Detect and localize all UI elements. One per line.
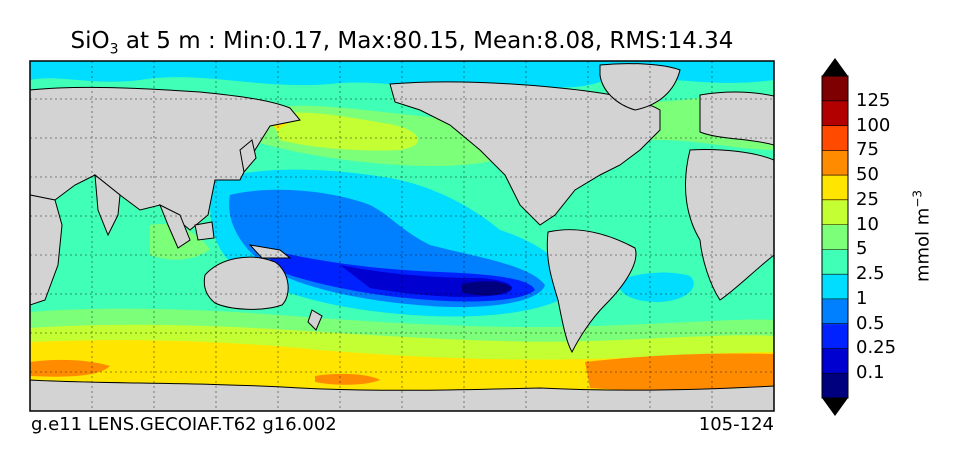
- colorbar-tick-label: 0.5: [856, 312, 885, 334]
- colorbar-segment: [822, 150, 848, 176]
- colorbar-tick-label: 75: [856, 139, 879, 161]
- footer-years: 105-124: [698, 414, 774, 435]
- band-pacific-min-navy: [462, 281, 512, 296]
- colorbar-segment: [822, 224, 848, 250]
- band-southern-orange-mid: [315, 373, 380, 385]
- colorbar-segment: [822, 348, 848, 374]
- band-southern-orange-east: [585, 353, 774, 391]
- land-new-zealand: [307, 309, 323, 331]
- colorbar-tick-label: 50: [856, 164, 879, 186]
- land-africa-west: [684, 149, 774, 301]
- colorbar-segment: [822, 298, 848, 325]
- land-borneo: [194, 221, 215, 241]
- colorbar-segment: [822, 76, 848, 102]
- colorbar-segment: [822, 249, 848, 275]
- colorbar-tick-label: 0.1: [856, 362, 885, 384]
- colorbar-tick-label: 0.25: [856, 337, 897, 359]
- land-north-america: [389, 81, 661, 226]
- land-europe-west: [699, 91, 774, 146]
- colorbar-tick-label: 2.5: [856, 263, 885, 285]
- footer-case-name: g.e11 LENS.GECOIAF.T62 g16.002: [31, 414, 337, 435]
- colorbar-segment: [822, 125, 848, 151]
- colorbar-tick-label: 25: [856, 188, 879, 210]
- colorbar-tick-label: 100: [856, 114, 891, 136]
- colorbar-tick-label: 125: [856, 89, 891, 111]
- land-japan: [239, 139, 257, 174]
- colorbar-tick-label: 5: [856, 238, 868, 260]
- colorbar-segment: [822, 199, 848, 226]
- colorbar-unit-label: mmol m−3: [910, 189, 934, 283]
- colorbar-extend-min: [822, 398, 848, 416]
- map-frame: [29, 60, 775, 412]
- land-australia: [203, 256, 289, 310]
- grid-lines: [30, 61, 774, 411]
- land-india: [94, 173, 121, 237]
- colorbar-extend-max: [822, 58, 848, 76]
- colorbar-tick-label: 10: [856, 213, 879, 235]
- land-africa-east: [30, 194, 63, 306]
- colorbar-segment: [822, 100, 848, 127]
- colorbar-segment: [822, 373, 848, 399]
- chart-title: SiO3 at 5 m : Min:0.17, Max:80.15, Mean:…: [70, 28, 734, 58]
- colorbar-frame: [821, 75, 849, 399]
- band-atlantic-cyan: [619, 272, 694, 302]
- colorbar-segment: [822, 274, 848, 300]
- colorbar-segment: [822, 175, 848, 201]
- land-indochina: [159, 203, 191, 249]
- land-greenland: [599, 63, 681, 111]
- band-southern-orange-west: [30, 359, 110, 377]
- colorbar-tick-label: 1: [856, 287, 868, 309]
- band-north-pacific-yellowgreen: [270, 112, 419, 151]
- colorbar-segment: [822, 323, 848, 349]
- land-south-america: [546, 229, 637, 354]
